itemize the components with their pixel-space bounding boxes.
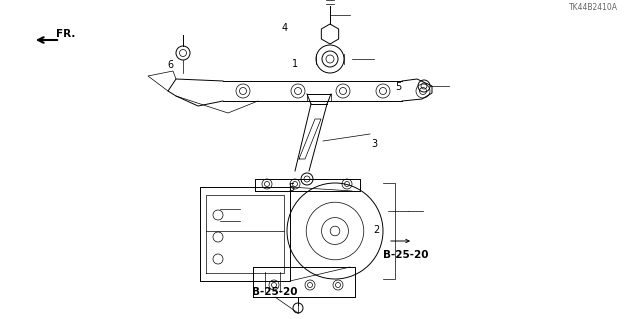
Text: B-25-20: B-25-20: [252, 287, 298, 297]
Text: 4: 4: [282, 23, 288, 33]
Text: 5: 5: [396, 82, 402, 92]
Text: FR.: FR.: [56, 29, 75, 40]
Text: 3: 3: [371, 138, 378, 149]
Text: B-25-20: B-25-20: [383, 250, 428, 260]
Text: TK44B2410A: TK44B2410A: [568, 3, 618, 12]
Text: 1: 1: [292, 59, 298, 69]
Text: 6: 6: [168, 60, 174, 70]
Text: 2: 2: [373, 225, 380, 235]
Text: 5: 5: [288, 182, 294, 193]
